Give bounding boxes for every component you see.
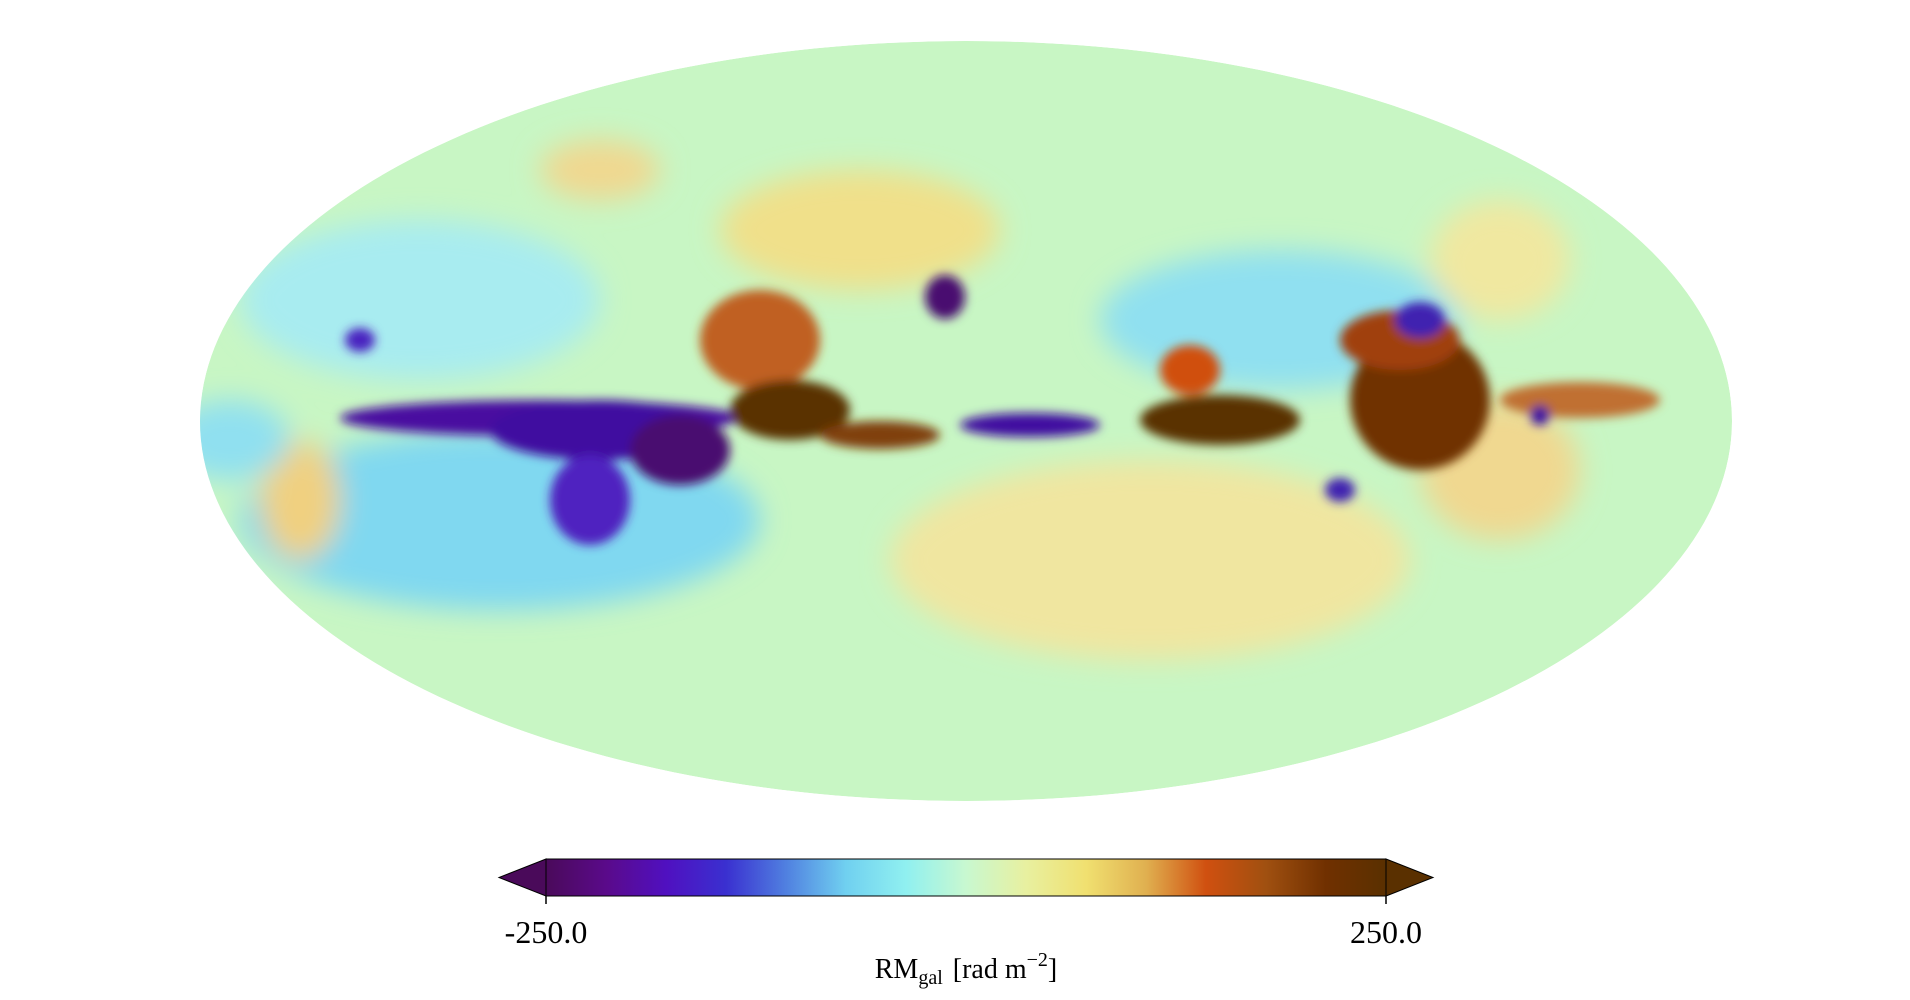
label-sub: gal xyxy=(918,967,943,989)
colorbar xyxy=(497,858,1435,897)
colorbar-label: RMgal [rad m−2] xyxy=(875,949,1057,989)
sky-map xyxy=(200,41,1732,801)
colorbar-extend-high xyxy=(1385,858,1435,897)
label-main: RM xyxy=(875,954,919,985)
colorbar-tick-label: -250.0 xyxy=(505,914,588,950)
colorbar-tick-label: 250.0 xyxy=(1350,914,1422,950)
label-close: ] xyxy=(1048,954,1057,985)
label-exp: −2 xyxy=(1027,949,1048,971)
colorbar-gradient xyxy=(545,858,1387,897)
colorbar-extend-low xyxy=(497,858,547,897)
label-unit: [rad m xyxy=(953,954,1027,985)
